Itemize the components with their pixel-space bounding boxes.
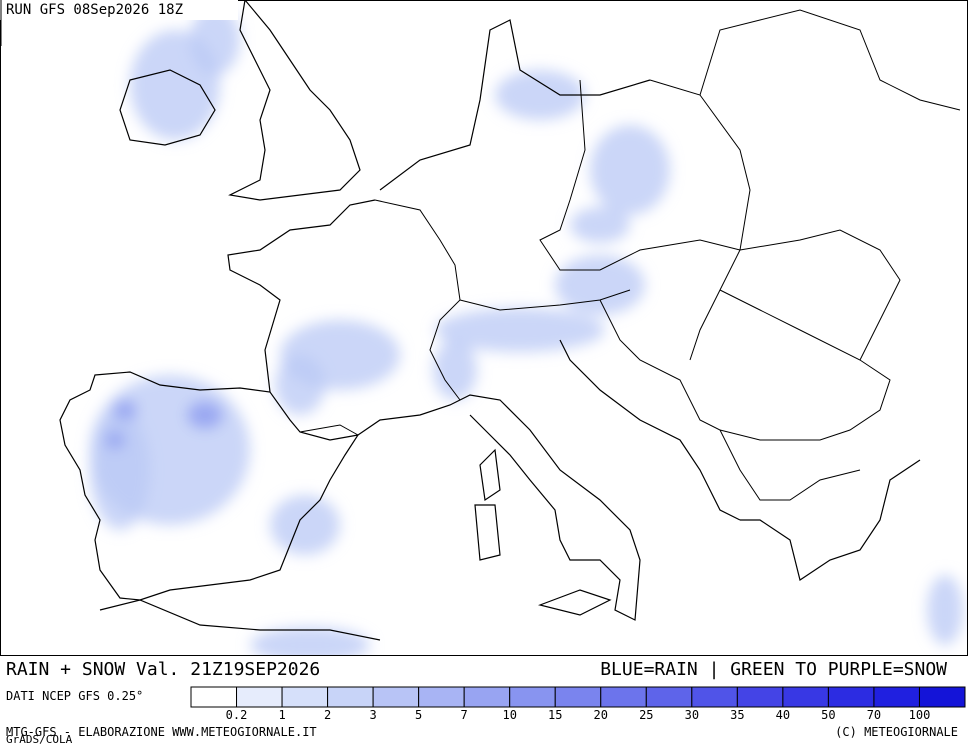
- copyright: (C) METEOGIORNALE: [835, 725, 958, 739]
- colorbar-box: [782, 686, 829, 708]
- colorbar-label: 7: [461, 708, 468, 722]
- colorbar-label: 50: [821, 708, 835, 722]
- grads-label: GrADS/COLA: [6, 733, 73, 745]
- run-label: RUN GFS 08Sep2026 18Z: [6, 2, 183, 18]
- colorbar-label: 10: [502, 708, 516, 722]
- colorbar-box: [463, 686, 511, 708]
- colorbar-box: [327, 686, 374, 708]
- colorbar-label: 25: [639, 708, 653, 722]
- colorbar-box: [600, 686, 647, 708]
- colorbar-label: 30: [685, 708, 699, 722]
- colorbar-box: [736, 686, 784, 708]
- borders: [299, 9, 961, 501]
- colorbar-label: 15: [548, 708, 562, 722]
- footer-legend-note: BLUE=RAIN | GREEN TO PURPLE=SNOW: [600, 659, 947, 680]
- colorbar-box: [418, 686, 465, 708]
- colorbar-label: 0.2: [226, 708, 248, 722]
- colorbar-box: [873, 686, 920, 708]
- credit: MTG-GFS - ELABORAZIONE WWW.METEOGIORNALE…: [6, 725, 317, 739]
- colorbar-box: [190, 686, 238, 708]
- colorbar-label: 20: [594, 708, 608, 722]
- colorbar-box: [509, 686, 556, 708]
- colorbar-label: 2: [324, 708, 331, 722]
- colorbar: 0.2 1 2 3 5 7 10 15 20 25 30 35 40 50 70 100: [190, 686, 966, 722]
- colorbar-box: [918, 686, 966, 708]
- colorbar-label: 3: [370, 708, 377, 722]
- header-box: [0, 0, 238, 20]
- coastlines: [59, 0, 921, 641]
- colorbar-label: 35: [730, 708, 744, 722]
- map: [0, 0, 968, 663]
- source: DATI NCEP GFS 0.25°: [6, 689, 143, 703]
- colorbar-box: [827, 686, 875, 708]
- colorbar-label: 70: [867, 708, 881, 722]
- colorbar-box: [372, 686, 420, 708]
- footer-title: RAIN + SNOW Val. 21Z19SEP2026: [6, 659, 320, 680]
- colorbar-box: [691, 686, 738, 708]
- colorbar-box: [645, 686, 693, 708]
- colorbar-label: 1: [278, 708, 285, 722]
- colorbar-label: 100: [909, 708, 931, 722]
- colorbar-label: 40: [776, 708, 790, 722]
- colorbar-box: [236, 686, 283, 708]
- colorbar-box: [554, 686, 602, 708]
- colorbar-label: 5: [415, 708, 422, 722]
- colorbar-box: [281, 686, 329, 708]
